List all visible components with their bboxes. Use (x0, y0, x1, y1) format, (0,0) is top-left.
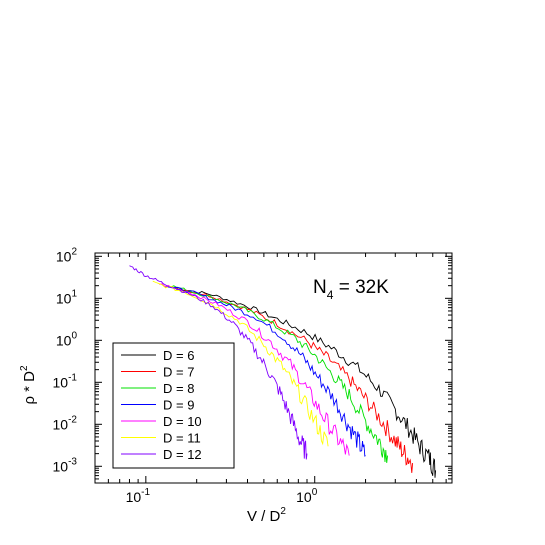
y-tick-label: 101 (56, 288, 78, 306)
legend-label: D = 6 (163, 348, 194, 363)
legend-label: D = 10 (163, 414, 202, 429)
plot-frame (94, 252, 453, 484)
legend-label: D = 11 (163, 431, 201, 446)
series-layer (129, 265, 437, 478)
series-line-3 (170, 285, 389, 463)
series-line-6 (152, 280, 329, 447)
x-axis-ticks: 10-1 100 (94, 253, 447, 505)
y-tick-label: 100 (56, 330, 78, 348)
legend-label: D = 9 (163, 398, 194, 413)
legend: D = 6 D = 7D = 8 D = 9D = 10 D = 11D = 12 (112, 342, 235, 469)
series-line-5 (159, 283, 350, 456)
series-line-1 (175, 287, 437, 478)
annotation-n4: N4 = 32K (313, 277, 389, 302)
x-tick-label: 100 (296, 487, 318, 505)
legend-label: D = 7 (163, 365, 194, 380)
series-line-7 (129, 265, 308, 460)
legend-label: D = 12 (163, 447, 202, 462)
y-axis-label: ρ * D2 (19, 365, 38, 405)
y-tick-label: 10-2 (53, 414, 78, 432)
y-tick-label: 102 (56, 246, 78, 264)
y-tick-label: 10-3 (53, 456, 78, 474)
legend-box (112, 342, 235, 469)
series-line-4 (165, 286, 366, 457)
series-line-2 (175, 287, 414, 473)
y-tick-label: 10-1 (53, 372, 78, 390)
x-axis-label: V / D2 (247, 506, 286, 525)
x-tick-label: 10-1 (126, 487, 151, 505)
y-axis-ticks: 102 101 100 10-1 10-2 10-3 (53, 246, 452, 484)
legend-label: D = 8 (163, 381, 194, 396)
